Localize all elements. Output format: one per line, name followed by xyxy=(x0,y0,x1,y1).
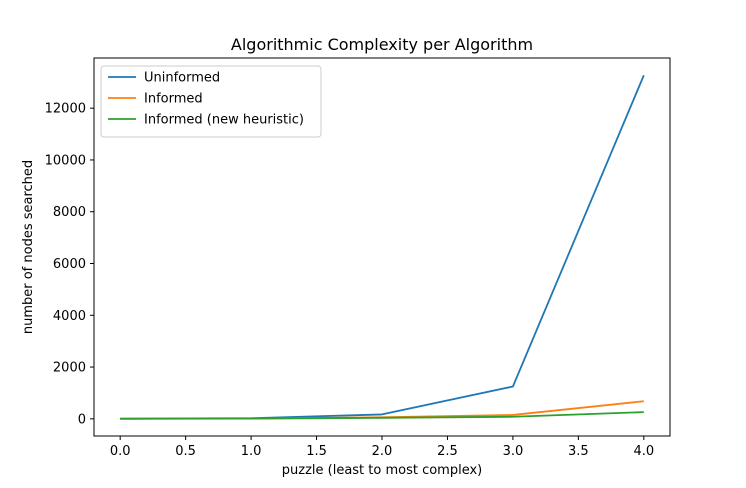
legend: Uninformed Informed Informed (new heuristi… xyxy=(100,65,322,138)
x-axis-label: puzzle (least to most complex) xyxy=(282,463,483,478)
legend-box xyxy=(100,65,322,138)
x-tick-label: 3.5 xyxy=(568,444,589,459)
plot-area: 0.0 0.5 1.0 1.5 2.0 2.5 3.0 3.5 4.0 0 2000 4000 6000… xyxy=(45,57,671,459)
y-tick-label: 10000 xyxy=(45,153,86,168)
x-tick-label: 0.0 xyxy=(110,444,131,459)
y-tick-label: 0 xyxy=(78,412,86,427)
x-tick-label: 0.5 xyxy=(175,444,196,459)
y-tick-label: 4000 xyxy=(53,309,86,324)
series-line-2 xyxy=(120,400,644,420)
y-tick-label: 8000 xyxy=(53,205,86,220)
legend-label: Informed (new heuristic) xyxy=(144,113,304,128)
y-tick-label: 12000 xyxy=(45,102,86,117)
x-tick-label: 1.5 xyxy=(306,444,327,459)
y-tick-label: 6000 xyxy=(53,257,86,272)
series-line-3 xyxy=(120,411,644,420)
x-tick-label: 4.0 xyxy=(633,444,654,459)
x-tick-label: 2.5 xyxy=(437,444,458,459)
chart-title: Algorithmic Complexity per Algorithm xyxy=(231,35,533,54)
x-tick-label: 2.0 xyxy=(372,444,393,459)
y-tick-label: 2000 xyxy=(53,361,86,376)
legend-label: Informed xyxy=(144,92,203,107)
x-tick-label: 1.0 xyxy=(241,444,262,459)
x-tick-label: 3.0 xyxy=(503,444,524,459)
y-axis-label: number of nodes searched xyxy=(21,160,36,334)
legend-label: Uninformed xyxy=(144,71,220,86)
